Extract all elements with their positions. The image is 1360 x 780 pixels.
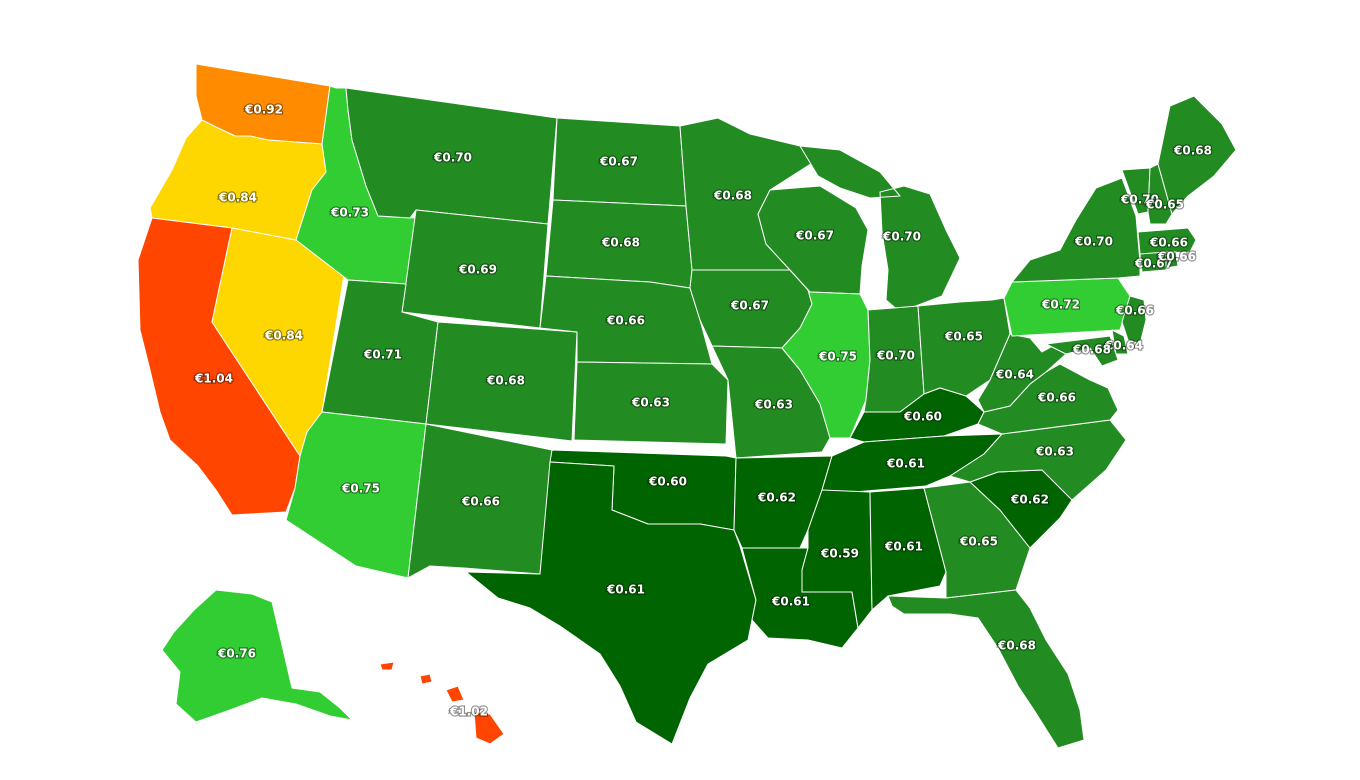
state-price-label-az: €0.75 bbox=[341, 482, 380, 496]
state-price-label-oh: €0.65 bbox=[944, 330, 983, 344]
state-price-label-nd: €0.67 bbox=[599, 155, 638, 169]
state-price-label-or: €0.84 bbox=[218, 191, 257, 205]
state-shapes bbox=[137, 63, 1237, 749]
state-price-label-il: €0.75 bbox=[818, 350, 857, 364]
state-price-label-nc: €0.63 bbox=[1035, 445, 1074, 459]
state-price-label-de: €0.64 bbox=[1104, 339, 1143, 353]
state-price-label-mt: €0.70 bbox=[433, 151, 472, 165]
state-mt bbox=[345, 87, 558, 225]
state-price-label-vt: €0.70 bbox=[1120, 193, 1159, 207]
state-price-label-hi: €1.02 bbox=[449, 705, 488, 719]
state-price-label-ar: €0.62 bbox=[757, 491, 796, 505]
state-price-label-ia: €0.67 bbox=[730, 299, 769, 313]
state-price-label-md: €0.68 bbox=[1072, 343, 1111, 357]
state-price-label-ny: €0.70 bbox=[1074, 235, 1113, 249]
state-price-label-me: €0.68 bbox=[1173, 144, 1212, 158]
state-price-label-ky: €0.60 bbox=[903, 410, 942, 424]
state-price-label-nj: €0.66 bbox=[1115, 304, 1154, 318]
state-price-label-sd: €0.68 bbox=[601, 236, 640, 250]
state-price-label-ms: €0.59 bbox=[820, 547, 859, 561]
state-md bbox=[1045, 335, 1119, 367]
state-price-label-al: €0.61 bbox=[884, 540, 923, 554]
state-price-label-wa: €0.92 bbox=[244, 103, 283, 117]
state-price-label-tn: €0.61 bbox=[886, 457, 925, 471]
state-nc bbox=[949, 419, 1127, 501]
state-me bbox=[1157, 95, 1237, 215]
state-price-label-mn: €0.68 bbox=[713, 189, 752, 203]
state-tx bbox=[465, 461, 757, 745]
state-price-label-id: €0.73 bbox=[330, 206, 369, 220]
state-price-label-mi: €0.70 bbox=[882, 230, 921, 244]
state-price-label-nm: €0.66 bbox=[461, 495, 500, 509]
state-price-labels: €0.92 €0.84 €1.04 €0.84 €0.73 €0.70 €0.69 €0.71… bbox=[193, 101, 1213, 719]
state-price-label-mo: €0.63 bbox=[754, 398, 793, 412]
state-price-label-ne: €0.66 bbox=[606, 314, 645, 328]
state-mi bbox=[799, 145, 961, 313]
state-price-label-ri: €0.66 bbox=[1157, 250, 1196, 264]
state-price-label-in: €0.70 bbox=[876, 349, 915, 363]
state-co bbox=[425, 321, 578, 442]
state-price-label-ca: €1.04 bbox=[194, 372, 233, 386]
state-ri bbox=[1165, 251, 1179, 269]
state-hi bbox=[379, 661, 505, 745]
state-price-label-nh: €0.65 bbox=[1145, 198, 1184, 212]
state-ct bbox=[1139, 251, 1167, 273]
state-nj bbox=[1121, 295, 1147, 345]
state-wv bbox=[977, 333, 1067, 413]
state-price-label-tx: €0.61 bbox=[606, 583, 645, 597]
state-ak bbox=[161, 589, 353, 723]
state-ny bbox=[1011, 177, 1141, 283]
state-price-label-ak: €0.76 bbox=[217, 647, 256, 661]
state-de bbox=[1111, 329, 1129, 355]
state-price-label-wi: €0.67 bbox=[795, 229, 834, 243]
state-price-label-ut: €0.71 bbox=[363, 348, 402, 362]
state-price-label-ks: €0.63 bbox=[631, 396, 670, 410]
state-price-label-ok: €0.60 bbox=[648, 475, 687, 489]
state-price-label-wv: €0.64 bbox=[995, 368, 1034, 382]
state-price-label-ga: €0.65 bbox=[959, 535, 998, 549]
state-price-label-ct: €0.67 bbox=[1134, 257, 1173, 271]
state-price-label-fl: €0.68 bbox=[997, 639, 1036, 653]
state-price-label-co: €0.68 bbox=[486, 374, 525, 388]
state-price-label-va: €0.66 bbox=[1037, 391, 1076, 405]
state-ma bbox=[1137, 227, 1197, 255]
state-price-label-sc: €0.62 bbox=[1010, 493, 1049, 507]
state-price-label-ma: €0.66 bbox=[1149, 236, 1188, 250]
state-price-label-nv: €0.84 bbox=[264, 329, 303, 343]
state-ks bbox=[573, 361, 729, 445]
state-price-label-pa: €0.72 bbox=[1041, 298, 1080, 312]
state-price-label-la: €0.61 bbox=[771, 595, 810, 609]
state-price-label-wy: €0.69 bbox=[458, 263, 497, 277]
state-fl bbox=[887, 589, 1085, 749]
